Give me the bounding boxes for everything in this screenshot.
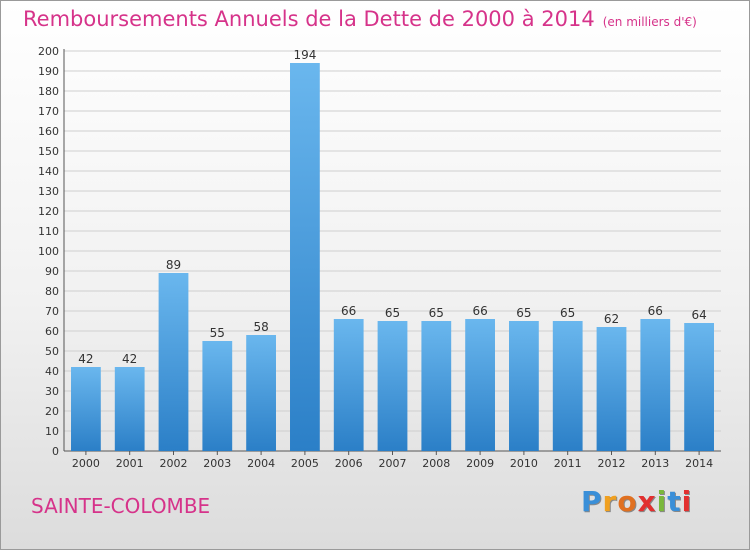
x-tick-label-2000: 2000	[72, 457, 100, 470]
data-label-2006: 66	[341, 304, 356, 318]
data-label-2001: 42	[122, 352, 137, 366]
y-tick-label: 140	[38, 165, 59, 178]
bars	[71, 63, 714, 451]
logo-letter: i	[656, 485, 668, 518]
data-label-2007: 65	[385, 306, 400, 320]
data-label-2000: 42	[78, 352, 93, 366]
bar-2011	[552, 321, 583, 451]
x-tick-label-2013: 2013	[641, 457, 669, 470]
data-label-2013: 66	[648, 304, 663, 318]
x-tick-label-2009: 2009	[466, 457, 494, 470]
data-label-2012: 62	[604, 312, 619, 326]
y-tick-label: 30	[45, 385, 59, 398]
y-tick-label: 0	[52, 445, 59, 458]
x-tick-label-2004: 2004	[247, 457, 275, 470]
data-label-2003: 55	[210, 326, 225, 340]
bar-2005	[290, 63, 320, 451]
logo-letter: r	[602, 485, 618, 518]
chart-title-text: Remboursements Annuels de la Dette de 20…	[23, 7, 595, 31]
y-tick-label: 130	[38, 185, 59, 198]
data-labels: 42 42 89 55 58 194 66 65 65 66 65 65 62 66 64	[78, 48, 706, 366]
x-tick-label-2006: 2006	[335, 457, 363, 470]
bar-2007	[377, 321, 408, 451]
logo-letter: x	[637, 485, 657, 518]
y-tick-label: 50	[45, 345, 59, 358]
y-tick-label: 70	[45, 305, 59, 318]
y-tick-label: 100	[38, 245, 59, 258]
data-label-2010: 65	[516, 306, 531, 320]
y-tick-label: 190	[38, 65, 59, 78]
bar-2002	[158, 273, 189, 451]
x-tick-label-2014: 2014	[685, 457, 713, 470]
bar-2001	[114, 367, 145, 451]
x-tick-label-2008: 2008	[422, 457, 450, 470]
y-tick-label: 80	[45, 285, 59, 298]
bar-2000	[71, 367, 101, 451]
bar-2006	[333, 319, 364, 451]
chart-subtitle: (en milliers d'€)	[602, 15, 697, 29]
x-tick-label-2005: 2005	[291, 457, 319, 470]
x-tick-label-2007: 2007	[379, 457, 407, 470]
y-tick-label: 110	[38, 225, 59, 238]
data-label-2005: 194	[293, 48, 316, 62]
bar-2009	[465, 319, 495, 451]
y-tick-label: 60	[45, 325, 59, 338]
data-label-2011: 65	[560, 306, 575, 320]
bar-2013	[640, 319, 671, 451]
x-tick-label-2002: 2002	[160, 457, 188, 470]
y-tick-label: 150	[38, 145, 59, 158]
x-tick-label-2003: 2003	[203, 457, 231, 470]
y-tick-label: 180	[38, 85, 59, 98]
data-label-2014: 64	[691, 308, 706, 322]
y-tick-label: 90	[45, 265, 59, 278]
x-tick-label-2012: 2012	[598, 457, 626, 470]
logo-letter: o	[617, 485, 638, 518]
data-label-2004: 58	[253, 320, 268, 334]
y-tick-label: 200	[38, 45, 59, 58]
bar-2004	[246, 335, 276, 451]
logo-letter: t	[667, 485, 682, 518]
commune-name: SAINTE-COLOMBE	[31, 494, 211, 518]
logo-letter: P	[581, 485, 603, 518]
data-label-2009: 66	[472, 304, 487, 318]
x-tick-labels: 2000 2001 2002 2003 2004 2005 2006 2007 2008 2009…	[72, 451, 713, 470]
bar-2008	[421, 321, 452, 451]
y-tick-label: 40	[45, 365, 59, 378]
bar-2003	[202, 341, 233, 451]
y-tick-label: 20	[45, 405, 59, 418]
bar-2014	[684, 323, 714, 451]
y-tick-label: 10	[45, 425, 59, 438]
y-tick-label: 120	[38, 205, 59, 218]
data-label-2002: 89	[166, 258, 181, 272]
logo-letter: i	[681, 485, 693, 518]
bar-2010	[509, 321, 539, 451]
bar-2012	[596, 327, 627, 451]
proxiti-logo: Proxiti	[581, 485, 692, 518]
y-tick-label: 170	[38, 105, 59, 118]
chart-title: Remboursements Annuels de la Dette de 20…	[23, 7, 697, 31]
y-tick-label: 160	[38, 125, 59, 138]
x-tick-label-2010: 2010	[510, 457, 538, 470]
x-tick-label-2011: 2011	[554, 457, 582, 470]
data-label-2008: 65	[429, 306, 444, 320]
x-tick-label-2001: 2001	[116, 457, 144, 470]
y-tick-labels: 0 10 20 30 40 50 60 70 80 90 100 110 120 130 140 150 160…	[38, 45, 59, 458]
